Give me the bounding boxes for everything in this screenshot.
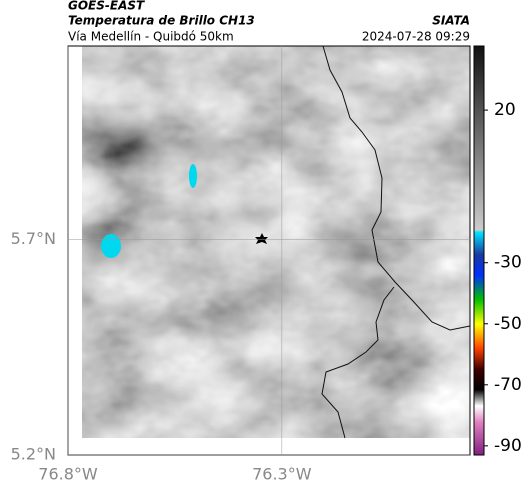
- product: Temperatura de Brillo CH13: [68, 14, 255, 28]
- org: SIATA: [432, 14, 470, 28]
- colorbar-tick-label: -90: [494, 436, 522, 456]
- x-tick-label: 76.8°W: [38, 465, 98, 484]
- cold-cloud: [101, 234, 121, 258]
- y-tick-label: 5.7°N: [11, 229, 56, 248]
- source: GOES-EAST: [68, 0, 145, 13]
- border: [321, 286, 395, 439]
- colorbar-tick-label: -70: [494, 375, 522, 395]
- x-tick-label: 76.3°W: [252, 465, 312, 484]
- colorbar-tick-label: 20: [494, 100, 516, 120]
- cold-cloud: [189, 164, 197, 188]
- region: Vía Medellín - Quibdó 50km: [68, 30, 234, 44]
- border: [322, 45, 471, 331]
- colorbar: [473, 45, 485, 456]
- y-tick-label: 5.2°N: [11, 445, 56, 464]
- map-image: [82, 45, 471, 439]
- colorbar-tick-label: -50: [494, 314, 522, 334]
- colorbar-tick-label: -30: [494, 253, 522, 273]
- datetime: 2024-07-28 09:29: [362, 30, 470, 44]
- imagery: [82, 46, 470, 438]
- station-marker: [255, 233, 268, 244]
